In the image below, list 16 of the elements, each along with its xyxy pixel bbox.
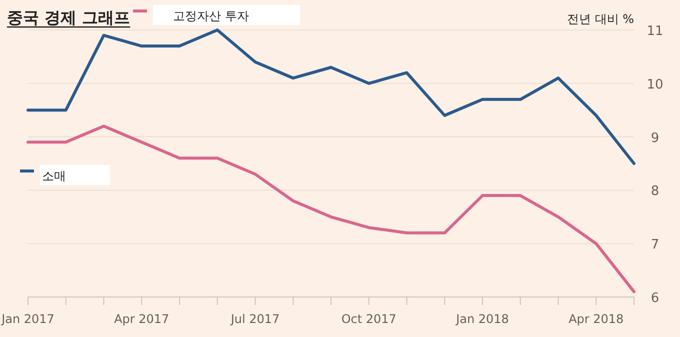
x-tick-label: Jan 2018 [455, 312, 509, 326]
y-tick-label: 11 [646, 24, 664, 39]
y-tick-label: 8 [650, 184, 660, 200]
x-tick-label: Apr 2017 [114, 312, 170, 326]
y-tick-label: 10 [646, 77, 664, 92]
chart-title: 중국 경제 그래프 [7, 8, 130, 27]
x-tick-label: Jul 2017 [230, 312, 280, 326]
y-tick-label: 9 [650, 130, 660, 146]
y-axis-title: 전년 대비 % [566, 12, 634, 26]
legend-label: 고정자산 투자 [173, 9, 249, 23]
x-tick-label: Oct 2017 [341, 312, 396, 326]
legend-label: 소매 [42, 169, 66, 183]
x-tick-label: Jan 2017 [0, 312, 54, 326]
y-tick-label: 6 [650, 291, 660, 306]
y-tick-label: 7 [650, 238, 660, 253]
x-tick-label: Apr 2018 [568, 312, 624, 326]
